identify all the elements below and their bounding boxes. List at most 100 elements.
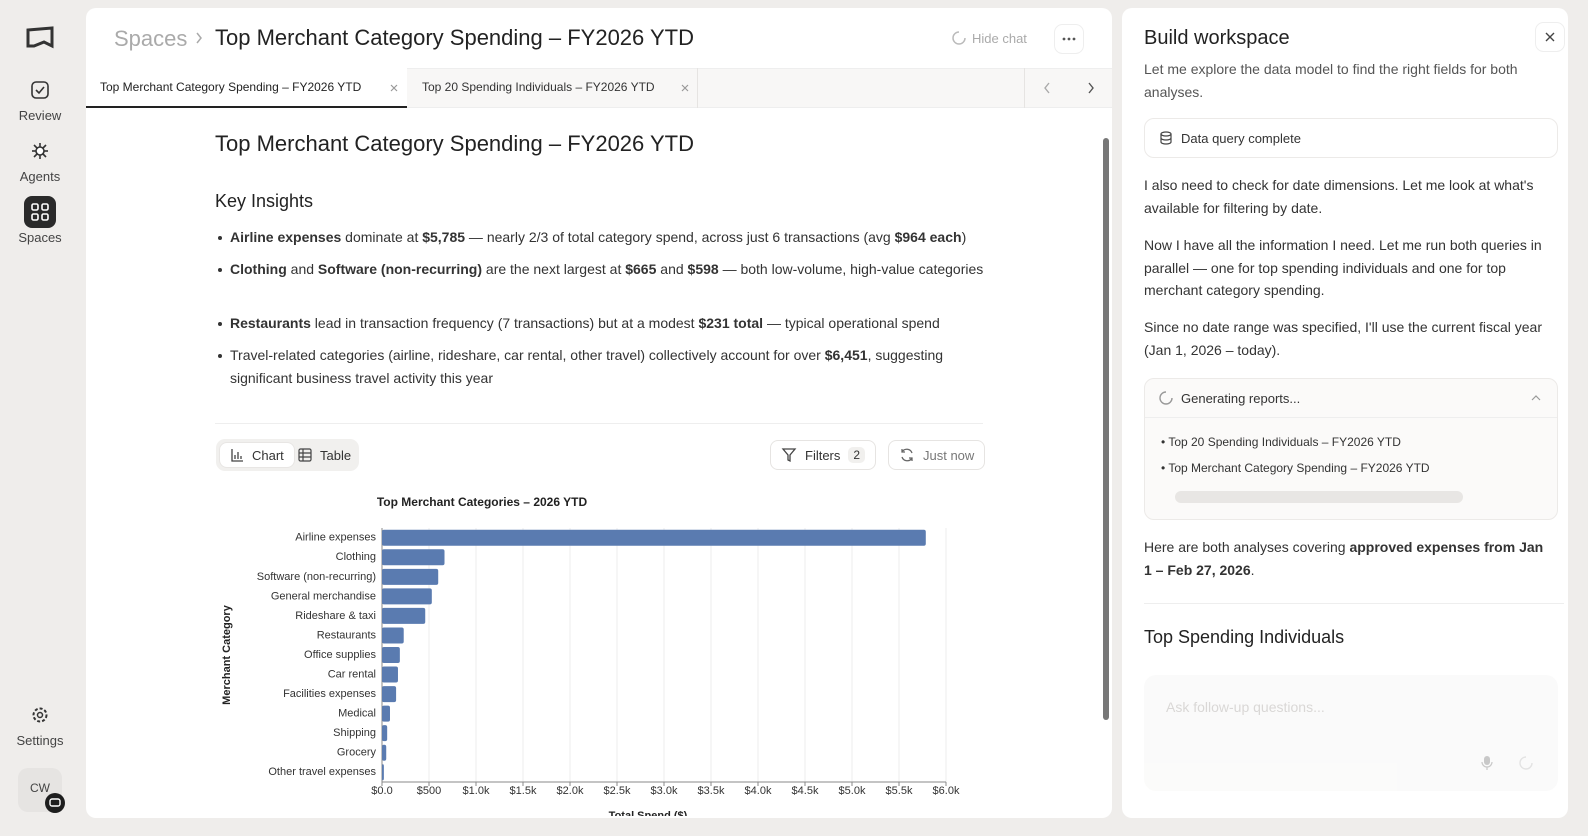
bullet-dot — [218, 354, 222, 358]
review-icon[interactable] — [30, 80, 50, 100]
refresh-label[interactable]: Just now — [923, 447, 975, 463]
mic-icon[interactable] — [1480, 755, 1494, 771]
hide-chat-label[interactable]: Hide chat — [972, 30, 1027, 46]
x-tick-label: $2.0k — [557, 785, 584, 797]
scrollbar[interactable] — [1103, 138, 1109, 720]
text-run: $964 each — [894, 229, 962, 245]
section-heading: Key Insights — [215, 191, 314, 211]
tab-next[interactable] — [1086, 81, 1096, 95]
database-icon — [1160, 131, 1172, 145]
tab-label[interactable]: Top 20 Spending Individuals – FY2026 YTD — [422, 80, 655, 94]
close-chat[interactable] — [1535, 22, 1565, 52]
collapse-icon[interactable] — [1531, 394, 1541, 402]
bullet-dot — [218, 236, 222, 240]
x-tick-label: $2.5k — [604, 785, 631, 797]
y-tick-label: Clothing — [336, 551, 376, 563]
hide-chat[interactable]: Hide chat — [952, 26, 1027, 50]
tab-active[interactable] — [86, 68, 407, 108]
y-tick-label: Restaurants — [317, 629, 377, 641]
y-tick-label: Office supplies — [304, 649, 376, 661]
text-run: Software (non-recurring) — [317, 261, 483, 277]
text-run: $665 — [625, 261, 657, 277]
chart-toggle-label[interactable]: Chart — [252, 447, 284, 463]
x-tick-label: $5.0k — [839, 785, 866, 797]
chat-input[interactable]: Ask follow-up questions... — [1144, 675, 1558, 791]
y-tick-label: Shipping — [333, 727, 376, 739]
chat-message: Since no date range was specified, I'll … — [1144, 319, 1542, 358]
filter-count: 2 — [848, 447, 866, 463]
bar — [382, 588, 432, 605]
bar — [382, 607, 426, 624]
text-run: — both low-volume, high-value categories — [718, 261, 984, 277]
tab-close[interactable] — [680, 83, 690, 93]
bar — [382, 529, 926, 546]
main-panel: Spaces Top Merchant Category Spending – … — [86, 8, 1112, 818]
text-run: Travel-related categories (airline, ride… — [230, 347, 825, 363]
refresh-button[interactable]: Just now — [888, 440, 986, 470]
breadcrumb[interactable]: Spaces — [114, 26, 188, 51]
text-run: Clothing — [230, 261, 287, 277]
y-tick-label: Facilities expenses — [283, 688, 376, 700]
tab-label[interactable]: Top Merchant Category Spending – FY2026 … — [100, 80, 362, 94]
nav-label[interactable]: Settings — [16, 733, 64, 748]
text-run: , suggesting significant business travel… — [230, 347, 944, 386]
spaces-icon[interactable] — [24, 196, 56, 228]
chart-toggle[interactable]: Chart — [219, 442, 295, 468]
y-tick-label: Airline expenses — [295, 532, 376, 544]
text-run: — nearly 2/3 of total category spend, ac… — [465, 229, 895, 245]
avatar-initials[interactable]: CW — [30, 781, 50, 795]
bar — [382, 549, 445, 566]
x-tick-label: $3.5k — [698, 785, 725, 797]
bar — [382, 686, 397, 703]
text-run: and — [656, 261, 688, 277]
input-placeholder[interactable]: Ask follow-up questions... — [1166, 699, 1325, 715]
table-toggle-label[interactable]: Table — [320, 447, 352, 463]
x-tick-label: $1.0k — [463, 785, 490, 797]
status-card[interactable]: Data query complete — [1144, 118, 1558, 158]
nav-label[interactable]: Agents — [19, 169, 61, 184]
refresh-icon — [901, 448, 913, 462]
y-tick-label: Car rental — [328, 668, 376, 680]
send-icon[interactable] — [1518, 755, 1534, 771]
divider — [215, 423, 983, 424]
text-run: $598 — [687, 261, 719, 277]
chevron — [196, 32, 202, 44]
x-tick-label: $3.0k — [651, 785, 678, 797]
more-button[interactable] — [1054, 24, 1084, 54]
bullet: Airline expenses dominate at $5,785 — ne… — [218, 226, 990, 249]
table-icon — [298, 448, 312, 462]
text-run: lead in transaction frequency (7 transac… — [310, 315, 699, 331]
nav-label[interactable]: Review — [18, 108, 62, 123]
bullet: Restaurants lead in transaction frequenc… — [218, 312, 990, 335]
chat-messages: Let me explore the data model to find th… — [1144, 62, 1564, 672]
chat-message: I also need to check for date dimensions… — [1144, 177, 1534, 216]
bar — [382, 725, 388, 742]
bar — [382, 764, 384, 781]
bullet-dot — [218, 268, 222, 272]
agents-icon[interactable] — [30, 141, 50, 161]
nav-label[interactable]: Spaces — [18, 230, 62, 245]
y-tick-label: General merchandise — [271, 590, 376, 602]
settings-icon[interactable] — [31, 706, 49, 724]
y-tick-label: Medical — [338, 708, 376, 720]
filters-label[interactable]: Filters — [805, 447, 841, 463]
text-run: Here are both analyses covering — [1144, 539, 1350, 555]
table-toggle[interactable]: Table — [288, 442, 361, 468]
text-run: $6,451 — [824, 347, 868, 363]
logo — [26, 26, 54, 49]
report-name: Top Merchant Category Spending – FY2026 … — [1168, 461, 1430, 475]
bullet-dot — [218, 322, 222, 326]
chart: Top Merchant Categories – 2026 YTD $0.0 $5… — [221, 495, 960, 816]
filters-button[interactable]: Filters 2 — [770, 440, 877, 470]
chat-section-heading: Top Spending Individuals — [1144, 627, 1345, 647]
generating-label: Generating reports... — [1181, 391, 1301, 406]
x-tick-label: $5.5k — [886, 785, 913, 797]
bar — [382, 568, 439, 585]
y-axis-label: Merchant Category — [221, 604, 233, 705]
tab-close[interactable] — [389, 83, 399, 93]
text-run: ) — [961, 229, 967, 245]
x-tick-label: $6.0k — [933, 785, 960, 797]
tab-prev[interactable] — [1042, 81, 1052, 95]
